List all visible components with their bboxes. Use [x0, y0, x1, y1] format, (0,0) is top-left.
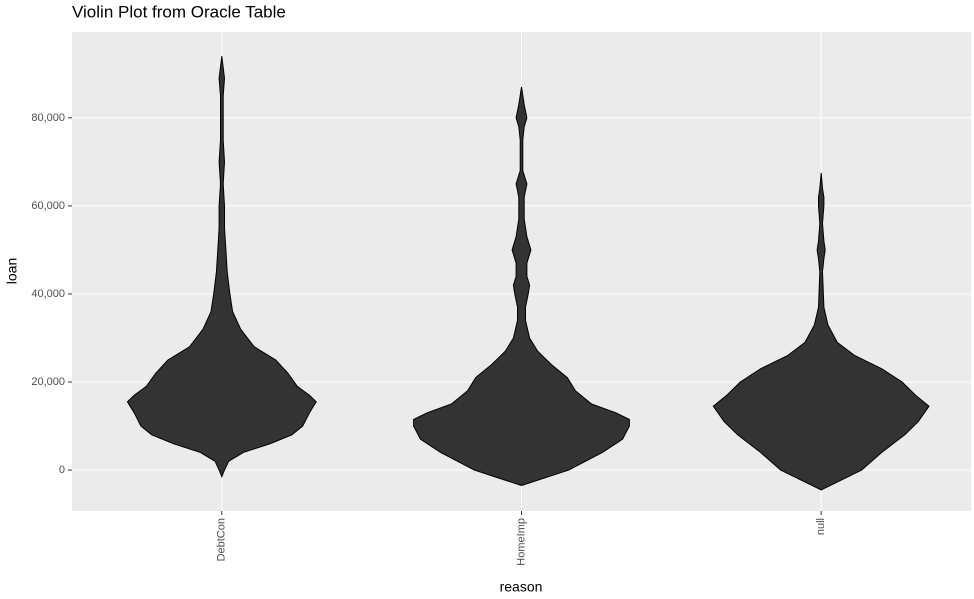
chart-title: Violin Plot from Oracle Table	[72, 2, 286, 21]
x-tick-label: DebtCon	[216, 518, 228, 561]
y-tick-label: 60,000	[31, 200, 65, 212]
y-tick-label: 0	[59, 464, 65, 476]
violin	[712, 172, 930, 491]
violin	[126, 56, 317, 479]
x-tick-label: HomeImp	[515, 518, 527, 566]
y-tick-label: 80,000	[31, 112, 65, 124]
y-tick-label: 20,000	[31, 376, 65, 388]
x-tick-label: null	[815, 518, 827, 535]
y-axis-title: loan	[4, 258, 20, 284]
y-tick-label: 40,000	[31, 288, 65, 300]
violin	[413, 86, 630, 487]
x-axis-title: reason	[500, 579, 543, 595]
